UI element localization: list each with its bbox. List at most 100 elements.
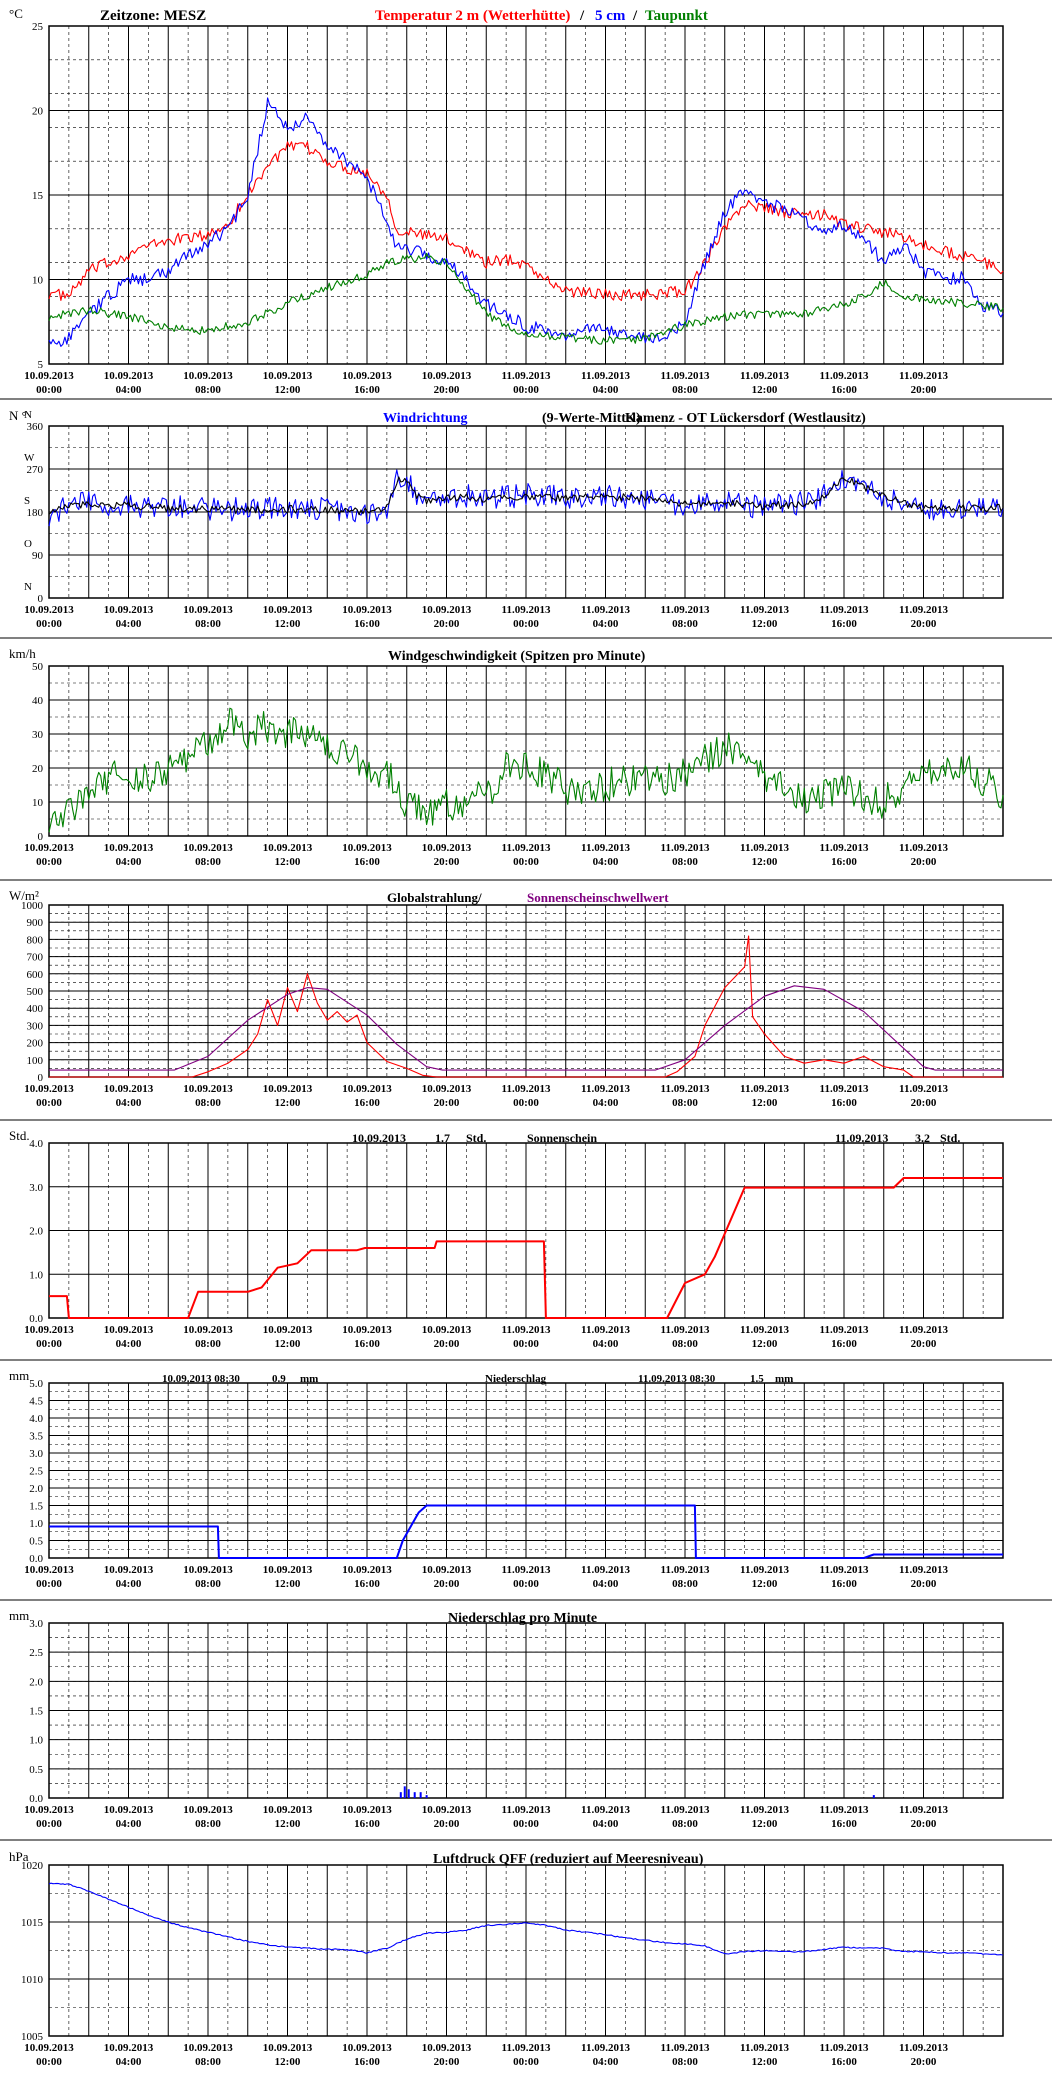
x-tick-date: 11.09.2013 (899, 370, 948, 382)
x-tick-date: 10.09.2013 (183, 842, 233, 854)
x-tick-date: 11.09.2013 (661, 370, 710, 382)
unit-label: mm (9, 1368, 29, 1383)
y-tick-label: 800 (27, 934, 44, 946)
x-tick-time: 08:00 (195, 2056, 221, 2068)
x-tick-date: 11.09.2013 (661, 1324, 710, 1336)
x-tick-time: 04:00 (116, 2056, 142, 2068)
y-tick-label: 200 (27, 1038, 44, 1050)
x-tick-time: 00:00 (513, 618, 539, 630)
x-tick-date: 11.09.2013 (661, 842, 710, 854)
x-tick-time: 20:00 (911, 856, 937, 868)
x-tick-date: 11.09.2013 (740, 604, 789, 616)
y-tick-label: 3.0 (29, 1182, 43, 1194)
x-tick-time: 20:00 (434, 1097, 460, 1109)
header-text: 10.09.2013 08:30 (162, 1373, 240, 1385)
x-tick-date: 11.09.2013 (502, 1564, 551, 1576)
x-tick-time: 20:00 (911, 1578, 937, 1590)
x-tick-time: 16:00 (354, 856, 380, 868)
header-text: / (579, 8, 585, 24)
y-tick-label: 25 (32, 21, 44, 33)
x-tick-date: 11.09.2013 (581, 604, 630, 616)
y-tick-label: 1.5 (29, 1501, 43, 1513)
y-tick-label: 4.0 (29, 1138, 43, 1150)
y-tick-label: 500 (27, 986, 44, 998)
header-text: Std. (466, 1131, 486, 1145)
x-tick-time: 04:00 (116, 1097, 142, 1109)
x-tick-date: 10.09.2013 (263, 2042, 313, 2054)
x-tick-time: 00:00 (513, 2056, 539, 2068)
y-tick-label: 2.5 (29, 1647, 43, 1659)
x-tick-date: 11.09.2013 (820, 1083, 869, 1095)
y-tick-label: 10 (32, 797, 44, 809)
compass-label: N (24, 409, 32, 421)
x-tick-time: 08:00 (195, 384, 221, 396)
x-tick-time: 04:00 (593, 856, 619, 868)
unit-label: hPa (9, 1849, 29, 1864)
y-tick-label: 2.0 (29, 1483, 43, 1495)
x-tick-date: 11.09.2013 (820, 604, 869, 616)
x-tick-time: 00:00 (36, 856, 62, 868)
panel-temp: 5 10 15 20 25 °C Zeitzone: MESZ Temperatur 2 m … (0, 6, 1052, 400)
y-tick-label: 400 (27, 1003, 44, 1015)
x-tick-time: 08:00 (195, 1338, 221, 1350)
x-tick-time: 12:00 (275, 1338, 301, 1350)
series-line-0 (49, 1504, 1003, 1559)
y-tick-label: 0.5 (29, 1764, 43, 1776)
x-tick-date: 11.09.2013 (661, 2042, 710, 2054)
x-tick-date: 10.09.2013 (263, 370, 313, 382)
header-text: Sonnenschein (527, 1131, 597, 1145)
header-text: Windgeschwindigkeit (Spitzen pro Minute) (388, 649, 646, 664)
x-tick-time: 08:00 (672, 1338, 698, 1350)
x-tick-date: 10.09.2013 (422, 1083, 472, 1095)
y-tick-label: 0 (38, 1072, 44, 1084)
x-tick-date: 10.09.2013 (422, 604, 472, 616)
x-tick-time: 08:00 (195, 1818, 221, 1830)
series-line-0 (48, 707, 1004, 833)
y-tick-label: 1.0 (29, 1735, 43, 1747)
x-tick-time: 16:00 (354, 2056, 380, 2068)
x-tick-date: 11.09.2013 (581, 1324, 630, 1336)
y-tick-label: 0.0 (29, 1553, 43, 1565)
x-tick-date: 11.09.2013 (740, 2042, 789, 2054)
series-line-0 (49, 1177, 1003, 1319)
compass-label: O (24, 538, 32, 550)
y-tick-label: 20 (32, 106, 44, 118)
header-text: Windrichtung (383, 411, 468, 426)
x-tick-date: 11.09.2013 (661, 1083, 710, 1095)
y-tick-label: 3.0 (29, 1618, 43, 1630)
y-tick-label: 50 (32, 661, 44, 673)
x-tick-time: 20:00 (911, 1338, 937, 1350)
x-tick-date: 10.09.2013 (422, 842, 472, 854)
x-tick-time: 20:00 (434, 856, 460, 868)
y-tick-label: 40 (32, 695, 44, 707)
x-tick-time: 08:00 (672, 856, 698, 868)
x-tick-time: 08:00 (672, 2056, 698, 2068)
y-tick-label: 270 (27, 464, 44, 476)
x-tick-time: 12:00 (275, 1578, 301, 1590)
header-text: Luftdruck QFF (reduziert auf Meeresnivea… (433, 1852, 704, 1867)
y-tick-label: 1005 (21, 2031, 44, 2043)
y-tick-label: 1.5 (29, 1706, 43, 1718)
series-line-1 (48, 97, 1004, 347)
y-tick-label: 3.5 (29, 1431, 43, 1443)
x-tick-date: 11.09.2013 (502, 2042, 551, 2054)
x-tick-time: 00:00 (36, 1097, 62, 1109)
x-tick-time: 12:00 (752, 1097, 778, 1109)
y-tick-label: 1.0 (29, 1518, 43, 1530)
x-tick-date: 11.09.2013 (740, 1564, 789, 1576)
x-tick-time: 20:00 (911, 2056, 937, 2068)
unit-label: km/h (9, 646, 36, 661)
x-tick-time: 00:00 (513, 1818, 539, 1830)
x-tick-time: 04:00 (116, 1818, 142, 1830)
x-tick-date: 10.09.2013 (422, 2042, 472, 2054)
x-tick-time: 20:00 (911, 1097, 937, 1109)
header-text: Std. (940, 1131, 960, 1145)
y-tick-label: 15 (32, 190, 44, 202)
x-tick-time: 08:00 (672, 1097, 698, 1109)
x-tick-time: 16:00 (354, 1338, 380, 1350)
x-tick-date: 10.09.2013 (24, 1564, 74, 1576)
x-tick-date: 10.09.2013 (104, 1083, 154, 1095)
x-tick-date: 10.09.2013 (342, 604, 392, 616)
